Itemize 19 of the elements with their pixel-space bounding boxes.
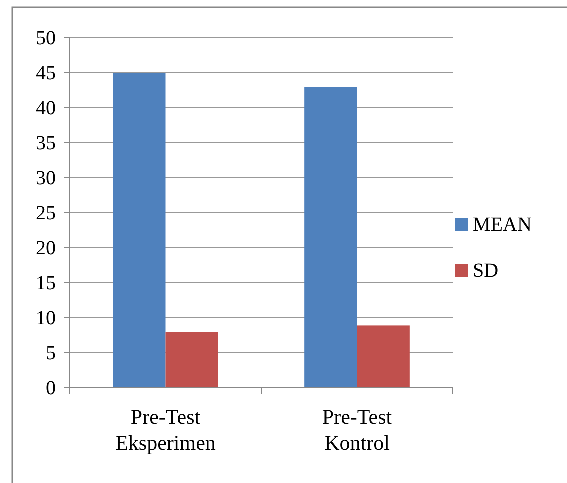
x-tick-label: Pre-Test Eksperimen: [116, 405, 216, 455]
bar: [357, 326, 410, 388]
bar: [113, 73, 166, 388]
y-tick-label: 5: [46, 342, 56, 364]
legend-label: SD: [473, 260, 499, 282]
y-tick-label: 50: [36, 27, 56, 50]
y-tick-label: 30: [36, 167, 56, 190]
legend-label: MEAN: [473, 214, 532, 236]
y-tick-label: 45: [36, 62, 56, 84]
y-tick-label: 15: [36, 272, 56, 294]
y-tick-label: 25: [36, 202, 56, 224]
y-tick-label: 40: [36, 97, 56, 120]
bar: [166, 332, 218, 388]
bar: [304, 87, 358, 388]
y-tick-label: 0: [46, 377, 56, 400]
y-tick-label: 20: [36, 237, 56, 260]
y-tick-label: 35: [36, 132, 56, 154]
x-tick-label: Pre-Test Kontrol: [322, 405, 392, 455]
y-tick-label: 10: [36, 307, 56, 330]
